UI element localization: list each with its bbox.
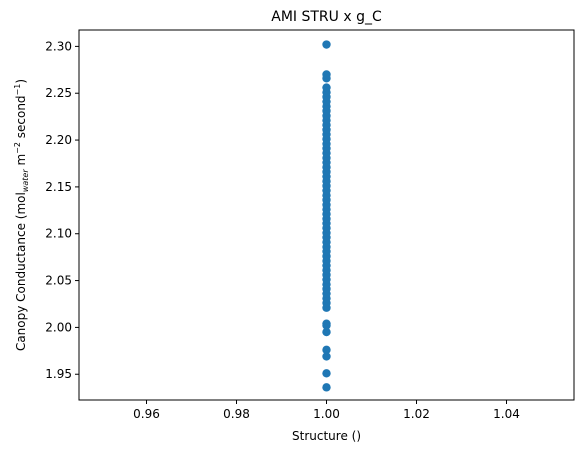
y-axis-label: Canopy Conductance (molwater m−2 second−… (13, 79, 30, 351)
data-point (322, 327, 331, 337)
data-point (322, 70, 331, 79)
x-tick-label: 0.98 (223, 407, 250, 421)
x-tick-label: 1.02 (403, 407, 430, 421)
y-tick-label: 2.05 (45, 274, 72, 288)
x-axis-ticks: 0.96 0.98 1.00 1.02 1.04 (133, 400, 520, 421)
x-tick-label: 1.00 (313, 407, 340, 421)
data-point (322, 345, 331, 355)
data-point (322, 83, 331, 92)
x-tick-label: 0.96 (133, 407, 160, 421)
y-tick-label: 2.15 (45, 180, 72, 194)
y-tick-label: 2.00 (45, 320, 72, 334)
data-point (322, 319, 331, 328)
y-tick-label: 2.20 (45, 133, 72, 147)
data-points (322, 40, 331, 392)
y-tick-label: 1.95 (45, 367, 72, 381)
chart-title: AMI STRU x g_C (271, 9, 382, 25)
x-axis-label: Structure () (292, 429, 361, 443)
y-tick-label: 2.10 (45, 227, 72, 241)
y-axis-ticks: 1.95 2.00 2.05 2.10 2.15 2.20 2.25 2.30 (45, 39, 79, 381)
data-point (322, 383, 331, 392)
y-tick-label: 2.30 (45, 39, 72, 53)
data-point (322, 369, 331, 378)
data-point (322, 40, 331, 49)
x-tick-label: 1.04 (493, 407, 520, 421)
y-tick-label: 2.25 (45, 86, 72, 100)
data-point (322, 352, 331, 361)
